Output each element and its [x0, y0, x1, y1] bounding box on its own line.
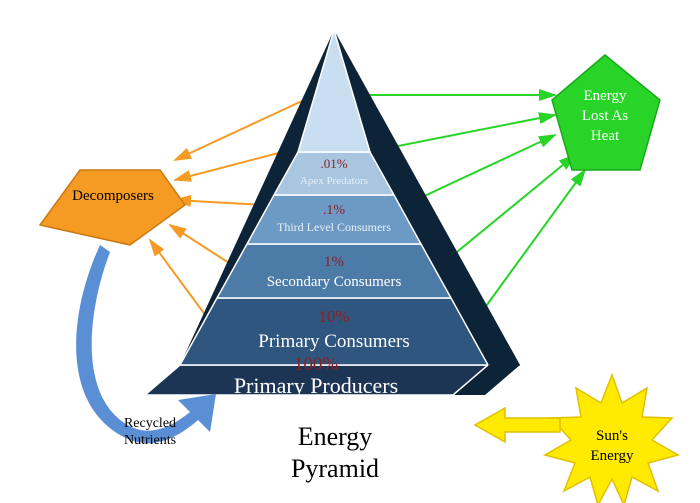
apex-label: Apex Predators	[300, 175, 368, 187]
third-label: Third Level Consumers	[277, 220, 391, 234]
diagram-title-2: Pyramid	[291, 454, 379, 483]
primary-label: Primary Consumers	[258, 331, 409, 352]
diagram-title: Energy	[298, 422, 373, 451]
decomposers-label: Decomposers	[72, 188, 154, 204]
recycled-l2: Nutrients	[124, 433, 176, 448]
heat-l1: Energy	[583, 88, 627, 104]
sun-l2: Energy	[590, 448, 634, 464]
secondary-percent: 1%	[324, 254, 344, 270]
sun-node: Sun's Energy	[545, 375, 678, 503]
recycled-l1: Recycled	[124, 416, 176, 431]
heat-node: Energy Lost As Heat	[552, 55, 660, 170]
primary-percent: 10%	[318, 307, 349, 326]
third-percent: .1%	[323, 203, 346, 218]
heat-l3: Heat	[591, 128, 620, 144]
sun-arrow	[475, 408, 560, 442]
decomposers-node: Decomposers	[40, 170, 185, 245]
energy-pyramid-diagram: .01% Apex Predators .1% Third Level Cons…	[0, 0, 700, 503]
secondary-label: Secondary Consumers	[267, 274, 402, 290]
sun-l1: Sun's	[596, 428, 628, 444]
producers-percent: 100%	[294, 354, 339, 375]
heat-l2: Lost As	[582, 108, 628, 124]
producers-label: Primary Producers	[234, 373, 398, 398]
apex-percent: .01%	[320, 156, 347, 171]
